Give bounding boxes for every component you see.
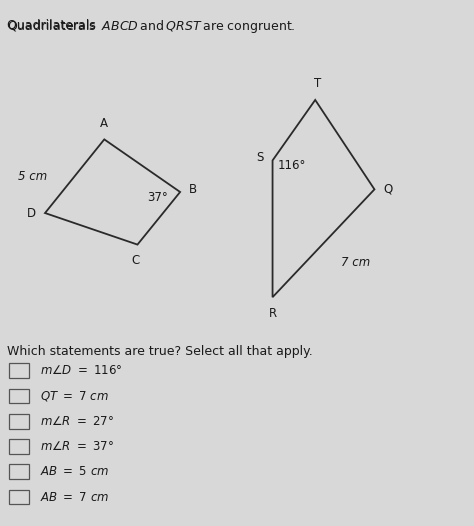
Bar bbox=[9, 389, 29, 403]
Bar bbox=[9, 439, 29, 454]
Text: C: C bbox=[131, 254, 139, 267]
Text: 116°: 116° bbox=[277, 159, 306, 172]
Text: $\mathit{AB\ =\ 5\ cm}$: $\mathit{AB\ =\ 5\ cm}$ bbox=[40, 466, 109, 478]
Text: 5 cm: 5 cm bbox=[18, 170, 47, 183]
Text: S: S bbox=[256, 151, 264, 164]
Text: A: A bbox=[100, 117, 108, 130]
Text: R: R bbox=[268, 307, 277, 320]
Text: $\mathit{m∠R\ =\ 37°}$: $\mathit{m∠R\ =\ 37°}$ bbox=[40, 440, 114, 453]
Text: Which statements are true? Select all that apply.: Which statements are true? Select all th… bbox=[7, 345, 313, 358]
Text: $\mathit{QT\ =\ 7\ cm}$: $\mathit{QT\ =\ 7\ cm}$ bbox=[40, 389, 109, 403]
Text: T: T bbox=[314, 77, 321, 90]
Bar bbox=[9, 363, 29, 378]
Text: Quadrilaterals: Quadrilaterals bbox=[7, 18, 100, 32]
Text: B: B bbox=[189, 183, 197, 196]
Bar bbox=[9, 464, 29, 479]
Text: 7 cm: 7 cm bbox=[341, 257, 371, 269]
Text: $\mathit{m∠R\ =\ 27°}$: $\mathit{m∠R\ =\ 27°}$ bbox=[40, 415, 114, 428]
Text: Quadrilaterals  $\mathbf{\mathit{ABCD}}$ and $\mathbf{\mathit{QRST}}$ are congru: Quadrilaterals $\mathbf{\mathit{ABCD}}$ … bbox=[7, 18, 296, 35]
Text: $\mathit{m∠D\ =\ 116°}$: $\mathit{m∠D\ =\ 116°}$ bbox=[40, 365, 123, 377]
Text: D: D bbox=[27, 207, 36, 219]
Bar bbox=[9, 490, 29, 504]
Text: 37°: 37° bbox=[147, 191, 168, 204]
Text: Q: Q bbox=[383, 183, 392, 196]
Text: $\mathit{AB\ =\ 7\ cm}$: $\mathit{AB\ =\ 7\ cm}$ bbox=[40, 491, 109, 503]
Bar bbox=[9, 414, 29, 429]
